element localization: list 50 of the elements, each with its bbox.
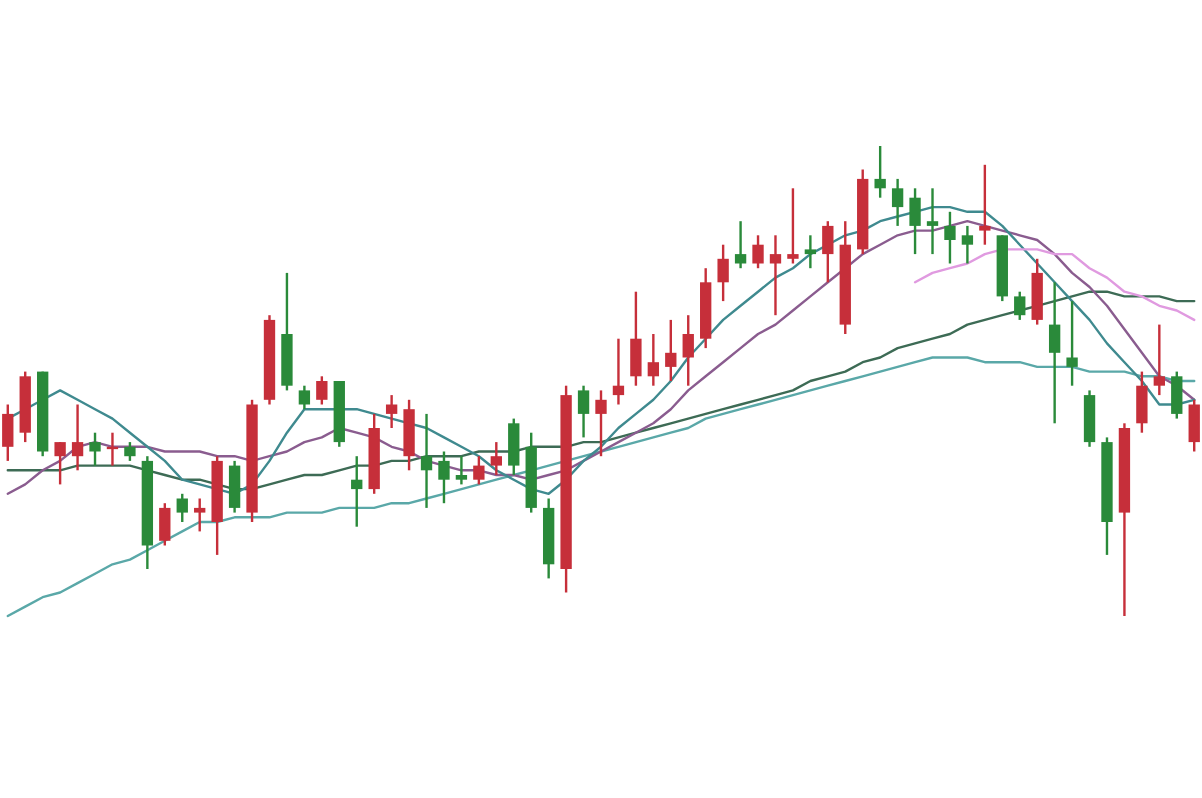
candlestick <box>612 337 625 406</box>
candlestick <box>1014 290 1026 322</box>
candlestick <box>89 431 101 467</box>
candlestick <box>1048 281 1061 425</box>
candlestick <box>490 440 502 477</box>
candlestick <box>438 450 450 505</box>
candlestick <box>420 412 433 510</box>
candlestick <box>874 144 886 199</box>
candlestick <box>54 440 66 486</box>
candlestick <box>630 290 642 387</box>
candlestick <box>577 384 590 439</box>
candlestick <box>508 417 520 477</box>
candlestick <box>926 187 939 256</box>
candlestick <box>124 440 136 463</box>
candlestick <box>769 234 782 317</box>
candlestick <box>1136 370 1148 434</box>
candlestick <box>159 502 171 547</box>
candlestick <box>316 375 328 406</box>
candlestick <box>717 243 729 303</box>
candlestick <box>595 389 607 458</box>
candlestick <box>2 403 14 463</box>
candlestick <box>385 393 398 430</box>
candlestick <box>682 314 694 387</box>
candlestick <box>822 220 834 284</box>
candlestick <box>71 403 84 472</box>
candlestick <box>734 220 747 270</box>
candlestick <box>403 398 415 472</box>
candlestick <box>455 455 468 486</box>
candlestick <box>752 234 764 270</box>
candlestick <box>787 187 799 265</box>
candlestick <box>194 497 206 533</box>
candlestick <box>647 332 660 387</box>
candlestick <box>665 318 677 383</box>
candlestick <box>804 234 817 270</box>
candlestick <box>228 459 241 514</box>
candlestick <box>351 455 363 528</box>
candlestick <box>1153 323 1165 397</box>
candlestick <box>891 177 904 228</box>
candlestick <box>909 187 921 256</box>
candlestick <box>1188 398 1200 453</box>
candlestick <box>176 492 188 524</box>
candlestick <box>1171 370 1183 420</box>
candlestick <box>979 163 991 246</box>
candlestick <box>473 455 485 486</box>
candlestick <box>944 210 956 265</box>
candlestick <box>1031 257 1043 326</box>
candlestick <box>298 384 311 411</box>
candlestick <box>961 224 974 265</box>
candlestick <box>1083 389 1096 448</box>
candlestick <box>1066 299 1078 387</box>
